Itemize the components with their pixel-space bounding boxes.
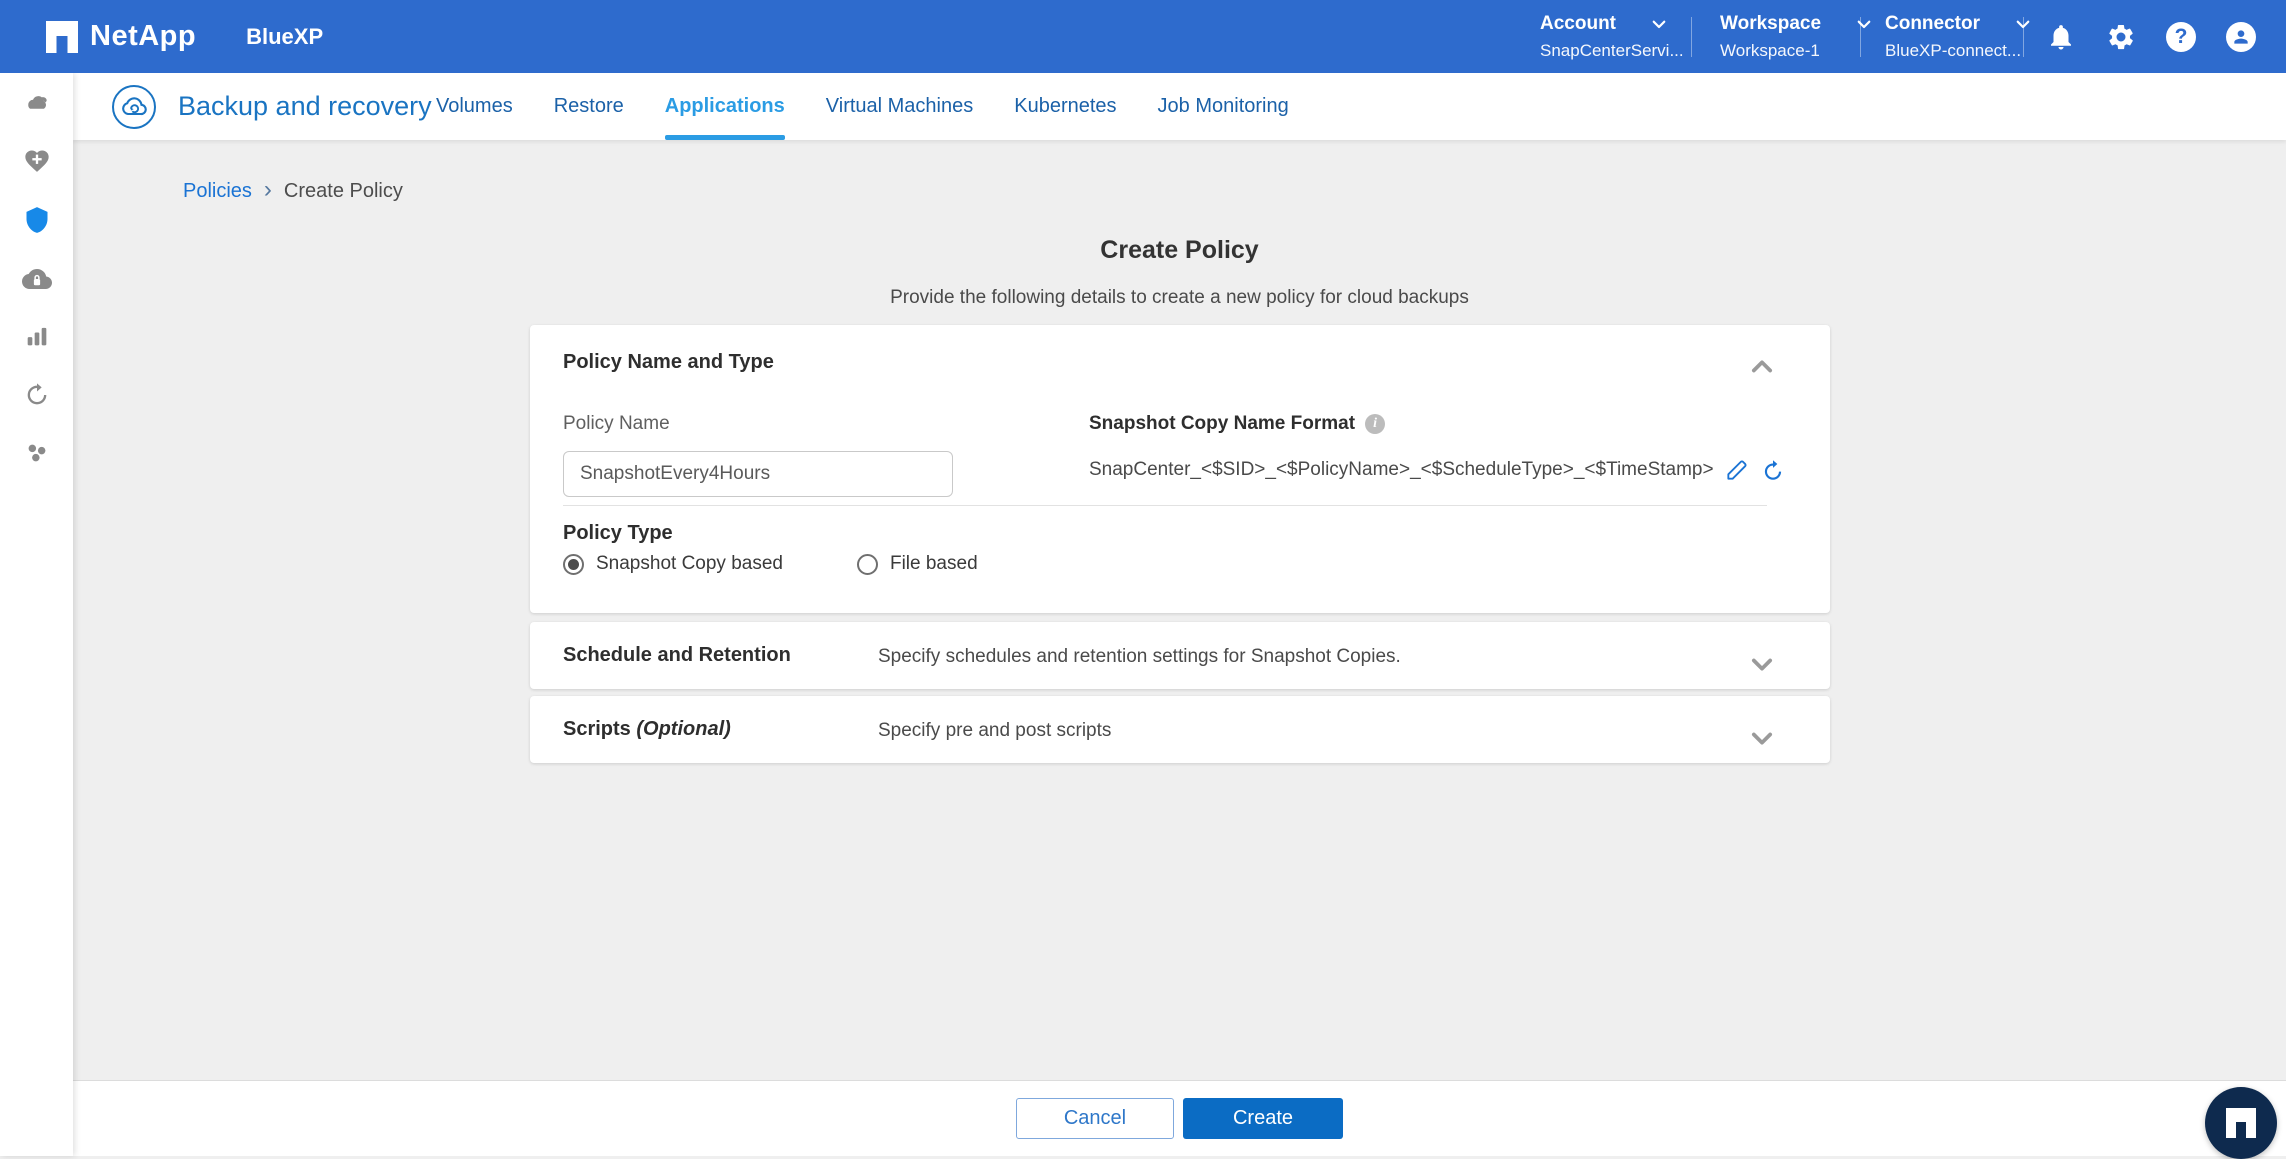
cloud-restore-icon — [112, 84, 156, 129]
tab-restore[interactable]: Restore — [553, 95, 624, 117]
brand-product: BlueXP — [246, 23, 324, 49]
clouds-icon — [27, 96, 47, 109]
radio-file-based[interactable]: File based — [856, 553, 978, 575]
optional-suffix: (Optional) — [636, 718, 731, 740]
netapp-logo-icon — [46, 20, 78, 53]
service-title: Backup and recovery — [178, 91, 432, 121]
chevron-down-icon — [1652, 20, 1666, 29]
sidebar-item-storage-canvas[interactable] — [0, 85, 73, 125]
schedule-retention-card[interactable]: Schedule and Retention Specify schedules… — [530, 622, 1830, 689]
app-header: NetApp BlueXP Account SnapCenterServi...… — [0, 0, 2286, 73]
account-menu-label: Account — [1540, 13, 1616, 34]
chevron-right-icon: › — [263, 176, 272, 203]
notifications-icon[interactable] — [2044, 20, 2078, 54]
page-title: Create Policy — [1100, 236, 1259, 264]
policy-type-radio-group: Snapshot Copy based File based — [563, 553, 978, 575]
create-button[interactable]: Create — [1183, 1098, 1343, 1139]
bar-chart-icon — [27, 327, 46, 346]
support-chat-button[interactable] — [2205, 1087, 2277, 1159]
breadcrumb-policies-link[interactable]: Policies — [183, 180, 252, 202]
breadcrumb: Policies › Create Policy — [183, 176, 403, 203]
snapshot-format-value: SnapCenter_<$SID>_<$PolicyName>_<$Schedu… — [1089, 459, 1714, 480]
cancel-button[interactable]: Cancel — [1016, 1098, 1174, 1139]
scripts-card-description: Specify pre and post scripts — [878, 720, 1112, 741]
edit-pencil-icon[interactable] — [1724, 457, 1750, 483]
sidebar-item-extensions[interactable] — [0, 433, 73, 473]
footer-action-bar: Cancel Create — [73, 1080, 2286, 1156]
tab-volumes[interactable]: Volumes — [436, 95, 513, 117]
brand: NetApp BlueXP — [46, 0, 323, 73]
heart-plus-icon — [24, 150, 49, 172]
scripts-card-title: Scripts (Optional) — [563, 718, 731, 740]
workspace-menu-value: Workspace-1 — [1720, 41, 1820, 60]
page-subtitle: Provide the following details to create … — [890, 287, 1469, 308]
chevron-down-icon — [1857, 20, 1871, 29]
chevron-down-icon — [2016, 20, 2030, 29]
sidebar-item-security[interactable] — [0, 259, 73, 299]
service-nav: Backup and recovery Volumes Restore Appl… — [73, 73, 2286, 140]
policy-name-label: Policy Name — [563, 413, 670, 434]
main-content: Policies › Create Policy Create Policy P… — [73, 140, 2286, 1080]
sidebar-item-protection[interactable] — [0, 200, 73, 240]
policy-name-input[interactable] — [563, 451, 953, 497]
workspace-menu[interactable]: Workspace Workspace-1 — [1720, 13, 1873, 61]
sync-icon — [27, 383, 46, 405]
tab-applications[interactable]: Applications — [664, 73, 785, 140]
card-title: Policy Name and Type — [563, 351, 774, 373]
scripts-card[interactable]: Scripts (Optional) Specify pre and post … — [530, 696, 1830, 763]
tab-kubernetes[interactable]: Kubernetes — [1014, 95, 1117, 117]
header-divider — [2023, 17, 2024, 57]
collapse-chevron-up-icon[interactable] — [1742, 347, 1782, 387]
header-divider — [1691, 17, 1692, 57]
schedule-card-description: Specify schedules and retention settings… — [878, 646, 1401, 667]
connector-menu-value: BlueXP-connect... — [1885, 41, 2022, 60]
radio-icon — [563, 553, 584, 575]
expand-chevron-down-icon[interactable] — [1742, 644, 1782, 684]
policy-name-type-card: Policy Name and Type Policy Name Snapsho… — [530, 325, 1830, 613]
left-sidebar — [0, 73, 73, 1156]
sidebar-item-analytics[interactable] — [0, 316, 73, 356]
schedule-card-title: Schedule and Retention — [563, 644, 791, 666]
brand-name: NetApp — [90, 20, 197, 52]
settings-gear-icon[interactable] — [2104, 20, 2138, 54]
shield-icon — [26, 207, 47, 233]
sidebar-item-sync[interactable] — [0, 375, 73, 415]
radio-snapshot-copy-based[interactable]: Snapshot Copy based — [563, 553, 783, 575]
header-divider — [1860, 17, 1861, 57]
netapp-chat-icon — [2226, 1108, 2256, 1138]
account-menu-value: SnapCenterServi... — [1540, 41, 1684, 60]
snapshot-format-label: Snapshot Copy Name Format — [1089, 413, 1356, 434]
info-icon[interactable]: i — [1365, 414, 1386, 434]
workspace-menu-label: Workspace — [1720, 13, 1822, 34]
cluster-icon — [28, 444, 45, 462]
cloud-lock-icon — [21, 269, 52, 289]
policy-type-label: Policy Type — [563, 522, 673, 544]
user-account-icon[interactable] — [2224, 20, 2258, 54]
breadcrumb-current: Create Policy — [283, 180, 403, 202]
connector-menu[interactable]: Connector BlueXP-connect... — [1885, 13, 2032, 61]
radio-icon — [856, 553, 878, 575]
account-menu[interactable]: Account SnapCenterServi... — [1540, 13, 1684, 61]
tab-job-monitoring[interactable]: Job Monitoring — [1157, 95, 1289, 117]
expand-chevron-down-icon[interactable] — [1742, 718, 1782, 758]
divider — [563, 505, 1767, 506]
reset-refresh-icon[interactable] — [1760, 457, 1786, 483]
sidebar-item-health[interactable] — [0, 141, 73, 181]
connector-menu-label: Connector — [1885, 13, 1980, 34]
help-icon[interactable]: ? — [2164, 20, 2198, 54]
tab-virtual-machines[interactable]: Virtual Machines — [825, 95, 974, 117]
